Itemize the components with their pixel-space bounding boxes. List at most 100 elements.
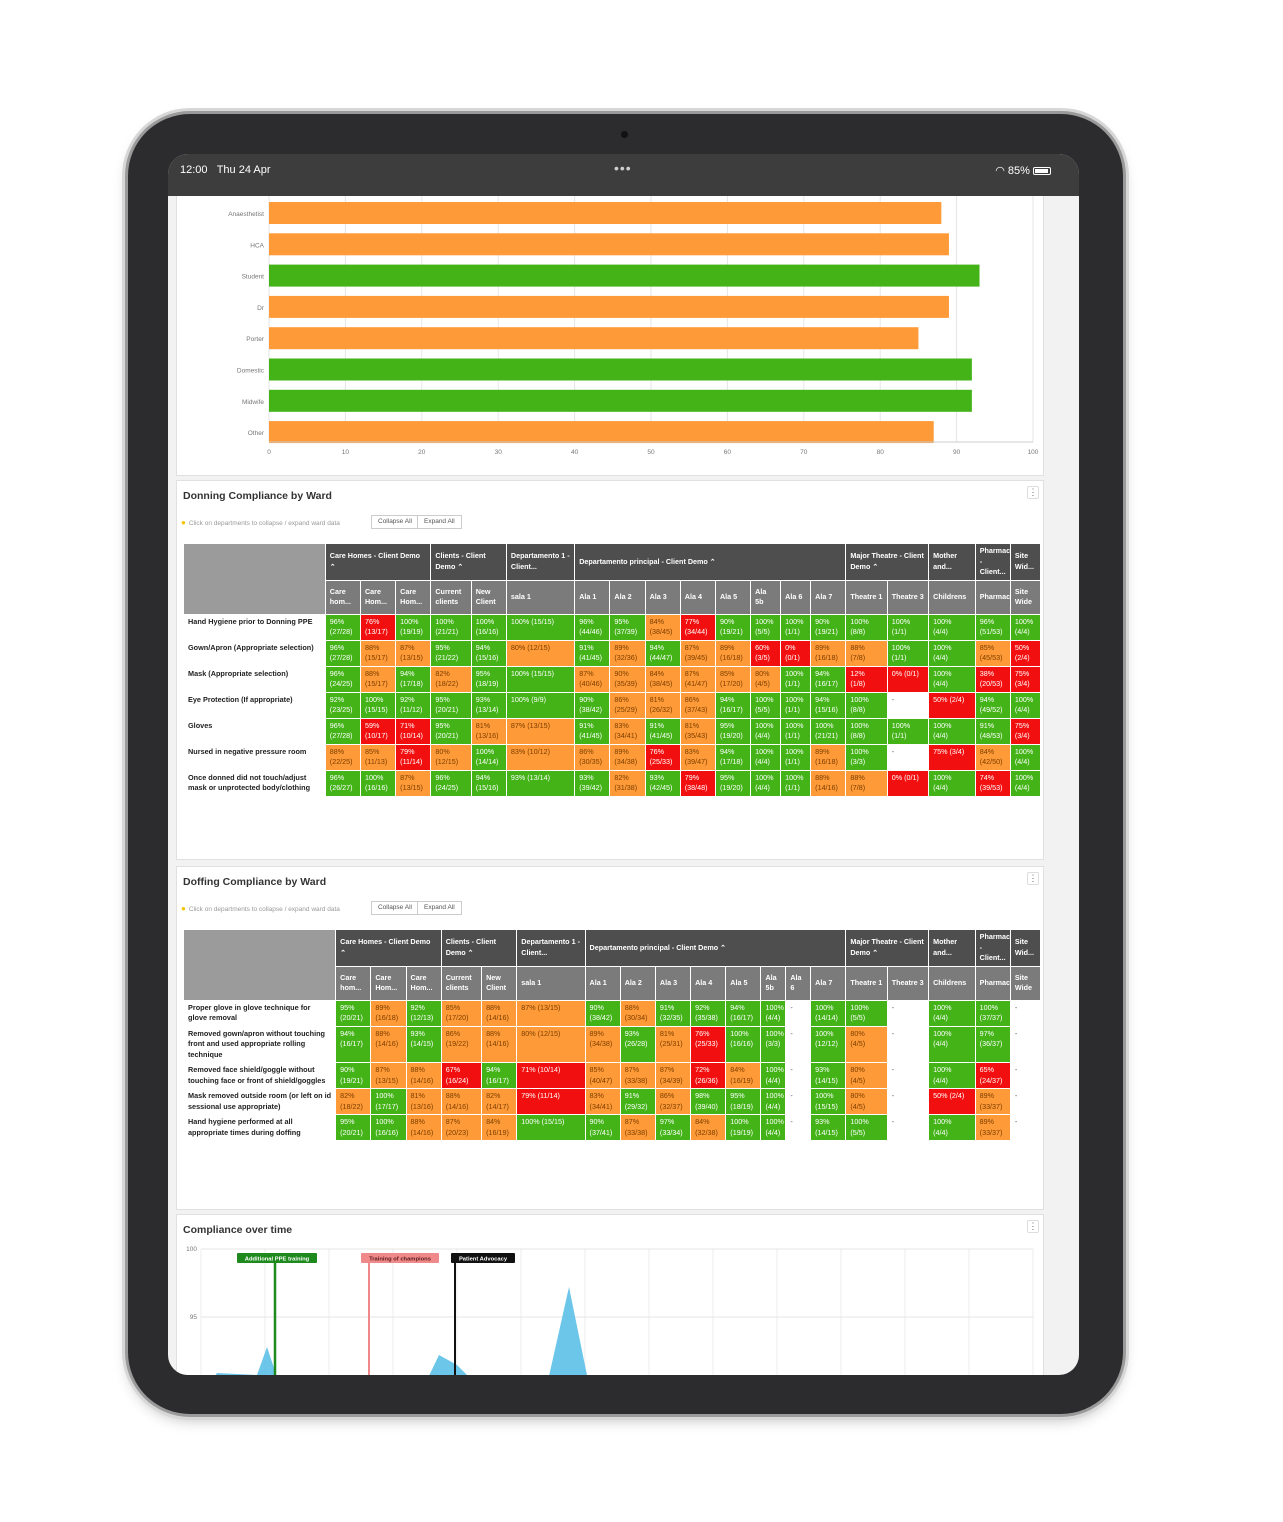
compliance-cell: 100% (4/4) xyxy=(750,743,782,771)
compliance-cell: 88% (7/8) xyxy=(845,769,888,797)
department-header[interactable]: Mother and... xyxy=(928,929,976,967)
compliance-cell: 83% (34/41) xyxy=(584,1088,621,1115)
compliance-cell: 88% (14/16) xyxy=(481,999,518,1027)
department-header[interactable]: Departamento principal - Client Demo ⌃ xyxy=(574,543,847,581)
compliance-cell: 76% (25/33) xyxy=(690,1025,727,1063)
doffing-menu-icon[interactable]: ⋮ xyxy=(1027,872,1039,885)
donning-collapse-all-button[interactable]: Collapse All xyxy=(371,515,419,529)
department-header[interactable]: Major Theatre - Client Demo ⌃ xyxy=(845,929,930,967)
staff-compliance-chart-card: 0 10 20 30 40 50 60 70 80 90 100 Anaesthetist HCA Stu… xyxy=(176,196,1044,476)
bar-midwife[interactable] xyxy=(269,389,972,412)
compliance-menu-icon[interactable]: ⋮ xyxy=(1027,1220,1039,1233)
x-tick-label: 10 xyxy=(342,449,350,456)
bar-student[interactable] xyxy=(269,264,980,287)
row-label: Hand hygiene performed at all appropriat… xyxy=(182,1114,337,1141)
bar-hca[interactable] xyxy=(269,233,949,256)
bar-anaesthetist[interactable] xyxy=(269,202,942,224)
donning-title: Donning Compliance by Ward xyxy=(183,490,332,502)
ward-header: Ala 2 xyxy=(619,965,656,1001)
compliance-cell: 87% (13/15) xyxy=(370,1062,407,1089)
doffing-title: Doffing Compliance by Ward xyxy=(183,876,327,888)
ward-header: Site Wide xyxy=(1009,579,1042,615)
ward-header: Ala 3 xyxy=(644,579,681,615)
row-label: Once donned did not touch/adjust mask or… xyxy=(183,769,326,797)
ward-header: Care Hom... xyxy=(370,965,407,1001)
doffing-card: Doffing Compliance by Ward ⋮ ● Click on d… xyxy=(176,866,1044,1210)
doffing-collapse-all-button[interactable]: Collapse All xyxy=(371,901,419,915)
compliance-cell: - xyxy=(1009,999,1042,1027)
x-tick-label: 30 xyxy=(495,449,503,456)
department-header[interactable]: Care Homes - Client Demo ⌃ xyxy=(335,929,442,967)
compliance-cell: 60% (3/5) xyxy=(750,639,782,667)
bar-porter[interactable] xyxy=(269,327,919,350)
row-label: Eye Protection (If appropriate) xyxy=(183,691,326,719)
doffing-expand-all-button[interactable]: Expand All xyxy=(417,901,462,915)
compliance-cell: 100% (4/4) xyxy=(928,999,976,1027)
annotation-label-box[interactable] xyxy=(451,1253,515,1263)
department-header[interactable]: Site Wid... xyxy=(1009,543,1042,581)
table-row: Gloves 96% (27/28) 59% (10/17) 71% (10/14) 95%(… xyxy=(183,717,1042,745)
compliance-cell: 87% (41/47) xyxy=(679,665,716,693)
table-row: Removed face shield/goggle without touch… xyxy=(182,1062,1042,1089)
table-row: Hand hygiene performed at all appropriat… xyxy=(182,1114,1042,1141)
compliance-cell: 93% (26/28) xyxy=(619,1025,656,1063)
compliance-cell: 0% (0/1) xyxy=(886,665,930,693)
department-header[interactable]: Care Homes - Client Demo ⌃ xyxy=(324,543,432,581)
compliance-cell: 84% (38/45) xyxy=(644,613,681,641)
compliance-cell: 93% (14/15) xyxy=(810,1062,847,1089)
ward-header: Ala 2 xyxy=(609,579,646,615)
department-header[interactable]: Site Wid... xyxy=(1009,929,1042,967)
donning-menu-icon[interactable]: ⋮ xyxy=(1027,486,1039,499)
compliance-cell: 100% (17/17) xyxy=(370,1088,407,1115)
compliance-cell: 91% (29/32) xyxy=(619,1088,656,1115)
compliance-cell: 87% (13/15) xyxy=(395,769,432,797)
compliance-cell: 100% (4/4) xyxy=(1009,769,1042,797)
bar-dr[interactable] xyxy=(269,295,949,318)
compliance-cell: - xyxy=(1009,1088,1042,1115)
department-header[interactable]: Pharmacy - Client... xyxy=(974,543,1011,581)
compliance-cell: 84% (38/45) xyxy=(644,665,681,693)
compliance-cell: 100% (15/15) xyxy=(810,1088,847,1115)
compliance-cell: 80% (12/15) xyxy=(516,1025,586,1063)
annotation-label-box[interactable] xyxy=(361,1253,439,1263)
row-label: Gloves xyxy=(183,717,326,745)
department-header[interactable]: Major Theatre - Client Demo ⌃ xyxy=(845,543,930,581)
annotation-label-box[interactable] xyxy=(237,1253,317,1263)
compliance-cell: 89% (16/18) xyxy=(714,639,752,667)
department-header[interactable]: Mother and... xyxy=(928,543,976,581)
compliance-cell: 97% (33/34) xyxy=(654,1114,692,1141)
compliance-cell: 100% (1/1) xyxy=(886,717,930,745)
compliance-cell: 87% (13/15) xyxy=(516,999,586,1027)
department-header[interactable]: Clients - Client Demo ⌃ xyxy=(440,929,518,967)
department-header[interactable]: Clients - Client Demo ⌃ xyxy=(430,543,507,581)
dashboard-content[interactable]: 0 10 20 30 40 50 60 70 80 90 100 Anaesthetist HCA Stu… xyxy=(168,196,1079,1375)
multitask-dots-icon[interactable]: ••• xyxy=(614,160,632,176)
compliance-cell: 100% (1/1) xyxy=(780,613,812,641)
compliance-area-series[interactable] xyxy=(201,1287,1033,1375)
donning-table: Care Homes - Client Demo ⌃ Clients - Clie… xyxy=(183,543,1042,797)
ward-header: Ala 4 xyxy=(690,965,727,1001)
donning-expand-all-button[interactable]: Expand All xyxy=(417,515,462,529)
y-category-label: Domestic xyxy=(237,368,265,375)
compliance-cell: 83% (39/47) xyxy=(679,743,716,771)
table-row: Gown/Apron (Appropriate selection) 96% (27… xyxy=(183,639,1042,667)
compliance-cell: 100% (4/4) xyxy=(760,999,787,1027)
staff-bar-chart: 0 10 20 30 40 50 60 70 80 90 100 Anaesthetist HCA Stu… xyxy=(228,196,1039,456)
compliance-cell: 88% (14/16) xyxy=(440,1088,483,1115)
annotation-label: Training of champions xyxy=(369,1257,431,1263)
department-header[interactable]: Departamento 1 - Client... xyxy=(516,929,586,967)
compliance-cell: 82% (31/38) xyxy=(609,769,646,797)
department-header[interactable]: Departamento principal - Client Demo ⌃ xyxy=(584,929,847,967)
bar-other[interactable] xyxy=(269,421,934,444)
annotation-label: Patient Advocacy xyxy=(459,1257,508,1263)
department-header[interactable]: Pharmacy - Client... xyxy=(974,929,1011,967)
bar-domestic[interactable] xyxy=(269,358,972,381)
department-header[interactable]: Departamento 1 - Client... xyxy=(505,543,576,581)
compliance-cell: 96% (27/28) xyxy=(324,639,361,667)
compliance-cell: 100% (4/4) xyxy=(928,613,976,641)
compliance-cell: 81% (13/16) xyxy=(470,717,507,745)
ward-header: Ala 1 xyxy=(574,579,611,615)
compliance-cell: 81% (35/43) xyxy=(679,717,716,745)
compliance-cell: 100% (4/4) xyxy=(750,769,782,797)
compliance-cell: 100% (3/3) xyxy=(845,743,888,771)
